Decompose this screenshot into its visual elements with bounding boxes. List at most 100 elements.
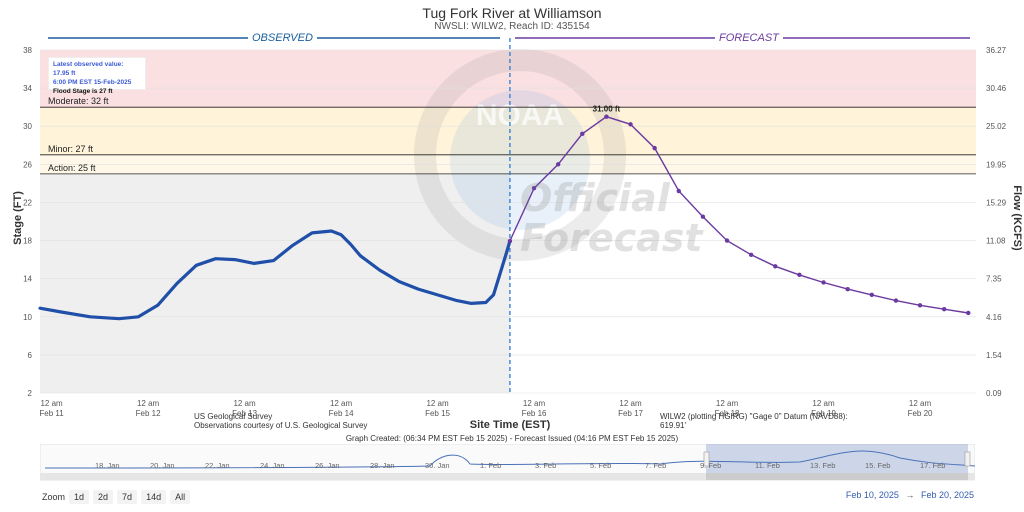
navigator-date-label: 17. Feb — [920, 461, 945, 470]
graph-created-note: Graph Created: (06:34 PM EST Feb 15 2025… — [345, 434, 679, 443]
navigator-date-label: 20. Jan — [150, 461, 175, 470]
observed-background — [40, 173, 510, 393]
navigator-date-label: 11. Feb — [755, 461, 780, 470]
threshold-label-action: Action: 25 ft — [48, 162, 96, 173]
x-tick-label: 12 am — [233, 399, 256, 408]
y-tick-label: 38 — [23, 46, 32, 55]
navigator-date-label: 22. Jan — [205, 461, 230, 470]
range-navigator[interactable]: 18. Jan 20. Jan 22. Jan 24. Jan 26. Jan 28. J… — [40, 444, 975, 484]
navigator-scrollbar-thumb[interactable] — [706, 473, 968, 480]
axes: 2610141822263034380.091.544.167.3511.081… — [23, 37, 1007, 418]
navigator-left-handle[interactable] — [703, 451, 710, 467]
navigator-series — [44, 450, 975, 469]
y-tick-label: 6 — [28, 351, 33, 360]
forecast-point — [917, 303, 923, 308]
latest-observed-box: Latest observed value: 17.95 ft 6:00 PM … — [48, 57, 146, 95]
range-to[interactable]: Feb 20, 2025 — [920, 490, 974, 500]
y2-tick-label: 0.09 — [986, 389, 1002, 398]
usgs-courtesy: Observations courtesy of U.S. Geological… — [194, 421, 368, 430]
x-axis-title: Site Time (EST) — [469, 419, 551, 431]
navigator-date-label: 28. Jan — [370, 461, 395, 470]
x-tick-label-date: Feb 15 — [425, 409, 450, 418]
navigator-date-label: 18. Jan — [95, 461, 120, 470]
y-tick-label: 22 — [23, 198, 32, 207]
range-arrow: → — [905, 490, 915, 500]
forecast-point — [676, 188, 681, 194]
zoom-1d-button[interactable]: 1d — [69, 490, 90, 504]
forecast-point — [724, 238, 730, 243]
forecast-point — [580, 131, 585, 137]
navigator-date-label: 30. Jan — [425, 461, 450, 470]
forecast-series-line — [509, 115, 969, 314]
x-tick-label-date: Feb 13 — [232, 409, 257, 418]
forecast-point — [845, 286, 850, 292]
navigator-date-label: 26. Jan — [315, 461, 340, 470]
zoom-label: Zoom — [42, 492, 66, 502]
y2-tick-label: 11.08 — [986, 237, 1006, 246]
navigator-date-label: 15. Feb — [865, 461, 890, 470]
navigator-date-label: 24. Jan — [260, 461, 285, 470]
forecast-point — [604, 114, 609, 119]
y2-tick-label: 36.27 — [986, 46, 1007, 55]
y2-tick-label: 1.54 — [986, 351, 1002, 360]
navigator-date-label: 5. Feb — [590, 461, 611, 470]
y2-tick-label: 19.95 — [986, 160, 1007, 169]
forecast-point — [748, 252, 754, 258]
x-tick-label: 12 am — [619, 399, 642, 408]
x-tick-label-date: Feb 11 — [39, 409, 64, 418]
flood-stage-note: Flood Stage is 27 ft — [53, 88, 113, 95]
navigator-date-label: 3. Feb — [535, 461, 556, 470]
y-axis-title: Stage (FT) — [12, 191, 24, 245]
x-tick-label-date: Feb 12 — [136, 409, 161, 418]
x-tick-label-date: Feb 18 — [715, 409, 740, 418]
threshold-label-moderate: Moderate: 32 ft — [48, 96, 109, 107]
datum-note: WILW2 (plotting HGIRG) "Gage 0" Datum (N… — [660, 412, 848, 421]
forecast-point — [555, 162, 561, 167]
zoom-all-button[interactable]: All — [170, 490, 191, 504]
x-tick-label: 12 am — [909, 399, 932, 408]
y-tick-label: 10 — [23, 313, 32, 322]
y-tick-label: 30 — [23, 122, 32, 131]
chart-title: Tug Fork River at Williamson — [422, 5, 602, 21]
y2-tick-label: 4.16 — [986, 313, 1002, 322]
observed-band-label: OBSERVED — [248, 32, 317, 44]
forecast-point — [531, 185, 537, 191]
peak-label: 31.00 ft — [593, 105, 621, 114]
zoom-2d-button[interactable]: 2d — [93, 490, 114, 504]
x-tick-label-date: Feb 19 — [811, 409, 836, 418]
zoom-14d-button[interactable]: 14d — [141, 490, 167, 504]
y-tick-label: 34 — [23, 84, 32, 93]
moderate-flood-band — [40, 107, 976, 155]
y-tick-label: 18 — [23, 237, 32, 246]
forecast-point — [941, 306, 947, 312]
navigator-date-label: 13. Feb — [810, 461, 835, 470]
forecast-point — [869, 292, 874, 298]
noaa-seal-icon — [450, 90, 590, 230]
y2-axis-title: Flow (KCFS) — [1011, 185, 1023, 251]
forecast-point — [893, 298, 899, 303]
plot-background — [40, 50, 976, 393]
navigator-right-handle[interactable] — [964, 451, 971, 467]
forecast-point — [773, 264, 778, 269]
watermark-forecast: Forecast — [520, 216, 703, 260]
range-from[interactable]: Feb 10, 2025 — [845, 490, 899, 500]
usgs-note: US Geological Survey — [194, 412, 273, 421]
datum-value: 619.91' — [660, 421, 686, 430]
x-tick-label: 12 am — [426, 399, 449, 408]
y2-tick-label: 30.46 — [986, 84, 1007, 93]
x-tick-label: 12 am — [523, 399, 546, 408]
date-range: Feb 10, 2025 → Feb 20, 2025 — [846, 490, 974, 500]
observed-series-line — [38, 229, 512, 321]
chart-subtitle: NWSLI: WILW2, Reach ID: 435154 — [434, 21, 590, 32]
navigator-date-label: 9. Feb — [700, 461, 721, 470]
y-tick-label: 14 — [23, 275, 32, 284]
latest-observed-time: 6:00 PM EST 15-Feb-2025 — [53, 79, 132, 86]
navigator-date-label: 7. Feb — [645, 461, 666, 470]
noaa-logo-text: NOAA — [476, 99, 564, 132]
navigator-scrollbar[interactable] — [40, 473, 975, 480]
zoom-7d-button[interactable]: 7d — [117, 490, 138, 504]
forecast-point — [700, 214, 706, 219]
x-tick-label: 12 am — [812, 399, 835, 408]
forecast-point — [628, 122, 633, 127]
